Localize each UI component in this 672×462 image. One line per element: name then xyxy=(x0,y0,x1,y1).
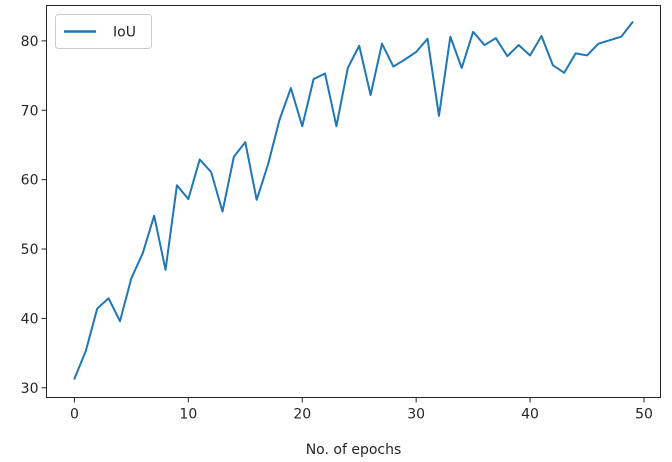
plot-area xyxy=(46,5,661,398)
y-tick-label: 30 xyxy=(21,381,39,397)
legend: IoU xyxy=(55,14,152,49)
y-tick-label: 80 xyxy=(21,34,39,50)
x-tick-label: 30 xyxy=(407,407,425,423)
x-axis-title: No. of epochs xyxy=(306,442,402,458)
y-tick-label: 70 xyxy=(21,103,39,119)
x-tick-label: 50 xyxy=(635,407,653,423)
y-axis: 30 40 50 60 70 80 xyxy=(21,34,47,397)
y-tick-label: 60 xyxy=(21,173,39,189)
y-tick-label: 50 xyxy=(21,242,39,258)
x-tick-label: 20 xyxy=(293,407,311,423)
legend-label-iou: IoU xyxy=(113,25,136,41)
x-tick-label: 10 xyxy=(179,407,197,423)
series-line-iou xyxy=(73,21,634,380)
x-axis: 0 10 20 30 40 50 xyxy=(70,397,653,423)
x-tick-label: 40 xyxy=(521,407,539,423)
legend-box xyxy=(55,14,152,49)
x-tick-label: 0 xyxy=(70,407,79,423)
y-tick-label: 40 xyxy=(21,311,39,327)
